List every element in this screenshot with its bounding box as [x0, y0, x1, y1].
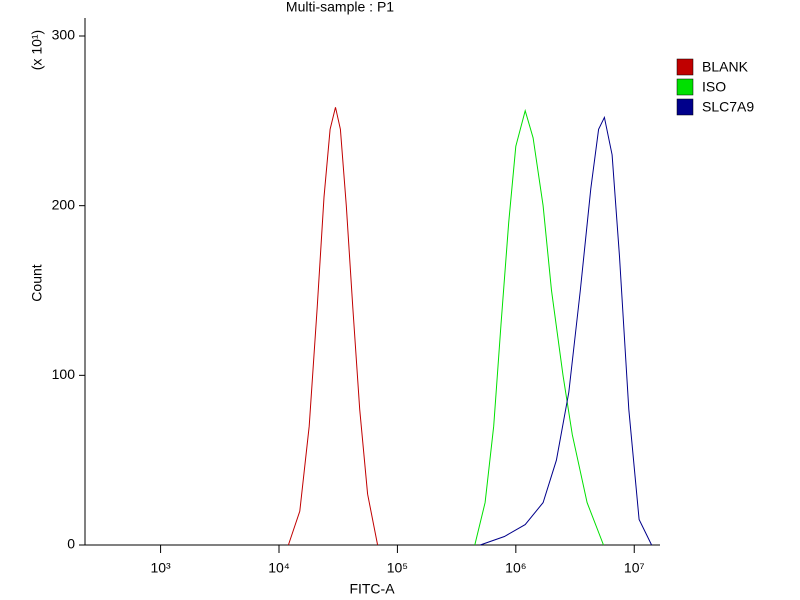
y-multiplier: (x 10¹)	[29, 30, 45, 70]
legend-swatch	[676, 78, 694, 96]
x-tick-label: 10⁶	[505, 560, 526, 576]
legend-swatch	[676, 58, 694, 76]
x-axis-label: FITC-A	[349, 581, 395, 597]
y-tick-label: 0	[67, 536, 75, 552]
x-tick-label: 10⁵	[387, 560, 408, 576]
y-tick-label: 200	[52, 196, 76, 212]
x-tick-label: 10⁴	[268, 560, 290, 576]
series-line	[474, 108, 604, 546]
legend-swatch	[676, 98, 694, 116]
y-tick-label: 300	[52, 27, 76, 43]
legend-label: BLANK	[702, 59, 749, 75]
chart-title: Multi-sample : P1	[286, 0, 394, 15]
x-tick-label: 10⁷	[624, 560, 645, 576]
y-tick-label: 100	[52, 366, 76, 382]
series-line	[287, 107, 379, 546]
series-line	[480, 115, 653, 546]
x-tick-label: 10³	[150, 560, 171, 576]
legend-label: ISO	[702, 79, 726, 95]
y-axis-label: Count	[29, 264, 45, 301]
legend-label: SLC7A9	[702, 99, 754, 115]
